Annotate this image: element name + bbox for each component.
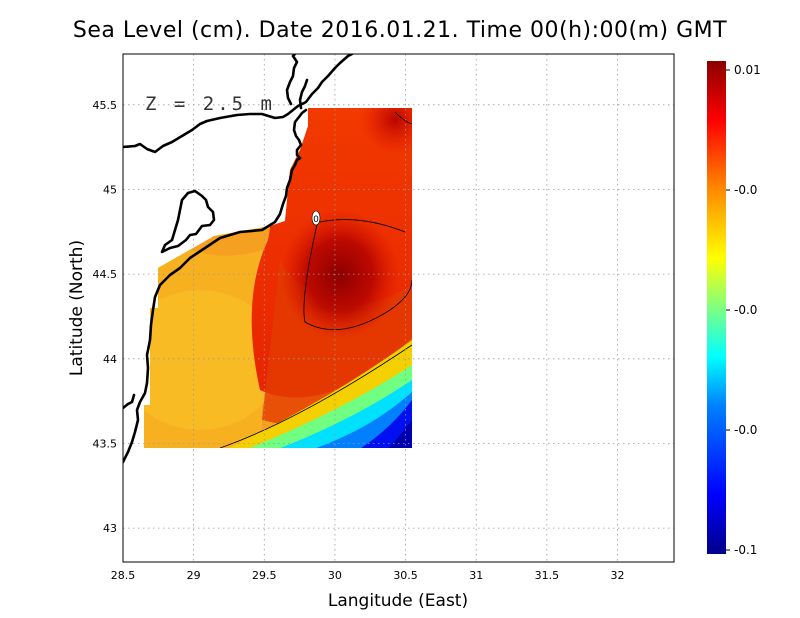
colorbar-label: -0.0 <box>734 183 757 197</box>
contour-label: 0 <box>313 215 319 225</box>
x-axis-title: Langitude (East) <box>328 591 468 611</box>
y-tick-label: 43.5 <box>93 437 118 450</box>
grid-lines <box>123 54 674 562</box>
y-tick-label: 44 <box>103 353 117 366</box>
y-tick-label: 45.5 <box>93 99 118 112</box>
x-tick-label: 31 <box>469 569 483 582</box>
sea-level-field <box>144 108 412 448</box>
page-title: Sea Level (cm). Date 2016.01.21. Time 00… <box>72 18 728 43</box>
x-tick-label: 31.5 <box>535 569 560 582</box>
colorbar-label: 0.01 <box>734 63 761 77</box>
x-tick-label: 28.5 <box>111 569 136 582</box>
colorbar-label: -0.0 <box>734 423 757 437</box>
y-axis-title: Latitude (North) <box>67 240 87 376</box>
x-tick-label: 29.5 <box>252 569 277 582</box>
plot-frame <box>122 53 675 563</box>
x-tick-label: 30 <box>328 569 342 582</box>
y-tick-labels: 43 43.5 44 44.5 45 45.5 <box>93 99 118 535</box>
x-tick-label: 32 <box>610 569 624 582</box>
colorbar-label: -0.1 <box>734 543 757 557</box>
coastline <box>123 54 354 464</box>
y-tick-label: 45 <box>103 183 117 196</box>
colorbar-label: -0.0 <box>734 303 757 317</box>
x-tick-labels: 28.5 29 29.5 30 30.5 31 31.5 32 <box>111 569 625 582</box>
depth-label: Z = 2.5 m <box>145 93 275 115</box>
x-tick-label: 29 <box>187 569 201 582</box>
x-tick-label: 30.5 <box>393 569 418 582</box>
colorbar <box>707 61 726 554</box>
contour-label-marker <box>311 210 321 226</box>
colorbar-labels: 0.01 -0.0 -0.0 -0.0 -0.1 <box>726 63 761 557</box>
y-tick-label: 43 <box>103 522 117 535</box>
y-tick-label: 44.5 <box>93 268 118 281</box>
